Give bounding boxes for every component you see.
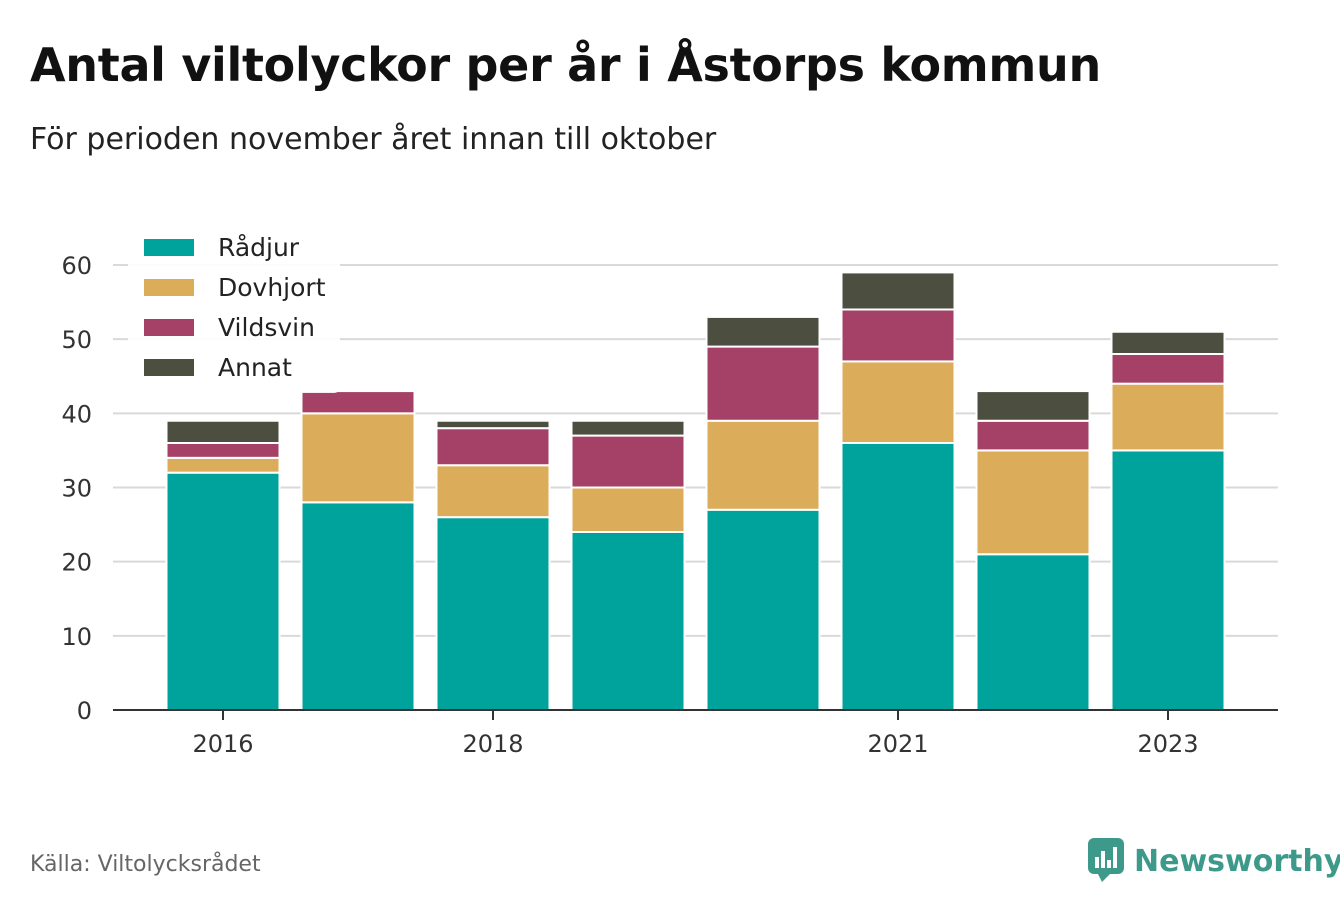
axes: 0 10 20 30 40 50 60 2016 2018 2021 2023 bbox=[61, 252, 1278, 758]
legend-swatch bbox=[144, 319, 194, 336]
bar-segment bbox=[705, 419, 821, 511]
legend-label: Dovhjort bbox=[218, 273, 326, 302]
bar-segment bbox=[840, 271, 956, 311]
bar-segment bbox=[975, 449, 1091, 556]
y-tick-label: 60 bbox=[61, 252, 92, 280]
bar-segment bbox=[570, 531, 686, 711]
legend-label: Annat bbox=[218, 353, 292, 382]
bar-segment bbox=[570, 434, 686, 489]
bar-segment bbox=[840, 442, 956, 711]
y-tick-label: 30 bbox=[61, 475, 92, 503]
stacked-bar-chart: 0 10 20 30 40 50 60 2016 2018 2021 2023 Rådjur Dovh… bbox=[61, 228, 1278, 758]
source-note: Källa: Viltolycksrådet bbox=[30, 852, 261, 877]
x-tick-label: 2018 bbox=[462, 730, 523, 758]
bar-segment bbox=[975, 419, 1091, 452]
bar-segment bbox=[705, 508, 821, 711]
y-tick-label: 0 bbox=[77, 697, 92, 725]
legend-label: Rådjur bbox=[218, 233, 300, 262]
legend: Rådjur Dovhjort Vildsvin Annat bbox=[128, 228, 340, 393]
bar-segment bbox=[435, 464, 551, 519]
bar-segment bbox=[300, 390, 416, 415]
x-tick-label: 2023 bbox=[1137, 730, 1198, 758]
y-tick-label: 40 bbox=[61, 400, 92, 428]
bar-segment bbox=[975, 390, 1091, 422]
bar-segment bbox=[840, 360, 956, 444]
bar-segment bbox=[300, 412, 416, 504]
brand-name: Newsworthy bbox=[1134, 843, 1340, 879]
bar-segment bbox=[165, 456, 281, 474]
x-tick-label: 2021 bbox=[867, 730, 928, 758]
bar-segment bbox=[705, 345, 821, 422]
bar-segment bbox=[975, 553, 1091, 711]
y-tick-label: 20 bbox=[61, 549, 92, 577]
bar-segment bbox=[1110, 382, 1226, 452]
chart-title: Antal viltolyckor per år i Åstorps kommu… bbox=[30, 38, 1101, 92]
legend-label: Vildsvin bbox=[218, 313, 315, 342]
legend-swatch bbox=[144, 279, 194, 296]
y-tick-label: 10 bbox=[61, 623, 92, 651]
bar-segment bbox=[1110, 330, 1226, 355]
bar-segment bbox=[570, 486, 686, 533]
bar-segment bbox=[165, 471, 281, 711]
x-tick-label: 2016 bbox=[192, 730, 253, 758]
bar-segment bbox=[165, 442, 281, 459]
bar-segment bbox=[840, 308, 956, 363]
bar-segment bbox=[705, 315, 821, 348]
bar-segment bbox=[300, 501, 416, 712]
y-tick-label: 50 bbox=[61, 326, 92, 354]
bar-segment bbox=[165, 419, 281, 444]
bar-segment bbox=[570, 419, 686, 437]
brand-logo[interactable]: Newsworthy bbox=[1088, 838, 1340, 884]
bar-segment bbox=[1110, 353, 1226, 385]
bar-segment bbox=[1110, 449, 1226, 711]
bars bbox=[165, 271, 1226, 712]
bar-segment bbox=[435, 419, 551, 430]
legend-background bbox=[128, 228, 340, 393]
bar-segment bbox=[435, 516, 551, 712]
legend-swatch bbox=[144, 359, 194, 376]
bar-segment bbox=[435, 427, 551, 467]
newsworthy-logo-icon bbox=[1088, 838, 1124, 882]
legend-swatch bbox=[144, 239, 194, 256]
chart-subtitle: För perioden november året innan till ok… bbox=[30, 122, 717, 157]
